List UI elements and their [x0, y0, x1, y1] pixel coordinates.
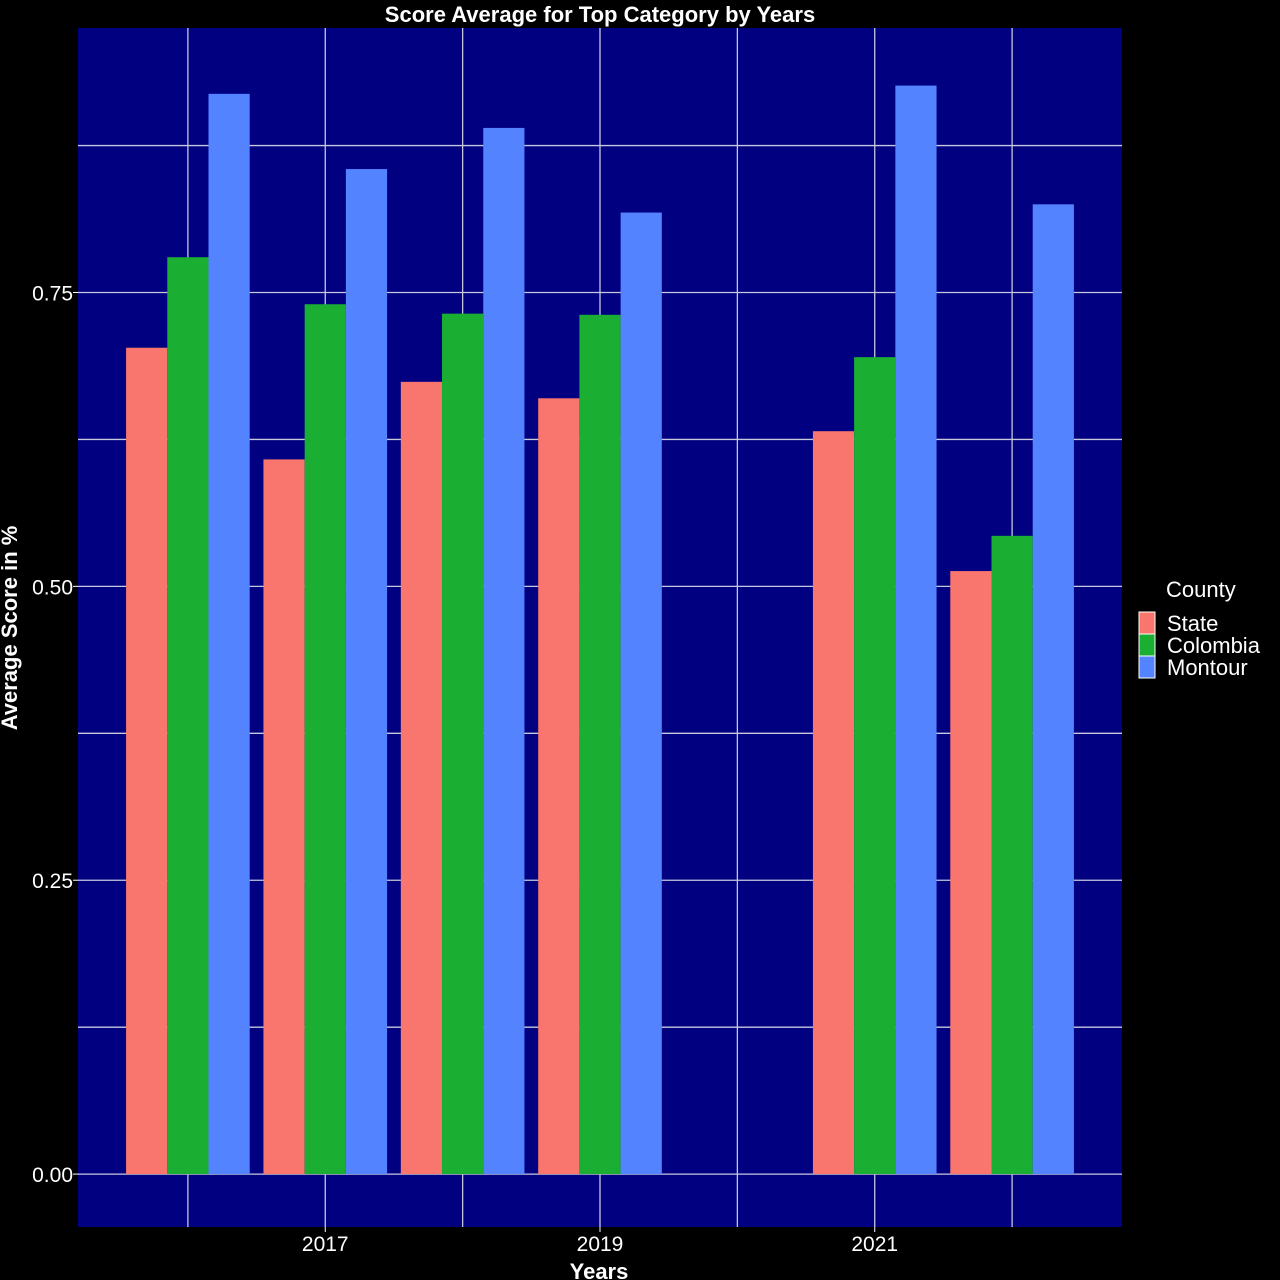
y-tick-label: 0.75	[32, 282, 73, 305]
bar-state-2022	[950, 571, 992, 1175]
bar-montour-2021	[895, 85, 937, 1175]
bar-montour-2019	[620, 212, 662, 1175]
bar-montour-2017	[345, 169, 388, 1175]
legend-key-montour	[1138, 655, 1156, 679]
x-tick-label: 2017	[302, 1233, 349, 1256]
bar-colombia-2016	[167, 257, 209, 1175]
bar-montour-2016	[208, 93, 250, 1175]
legend-label-state: State	[1167, 611, 1218, 636]
y-tick-label: 0.50	[32, 576, 73, 599]
bar-state-2021	[812, 431, 855, 1175]
x-tick-label: 2019	[577, 1233, 624, 1256]
bar-montour-2022	[1032, 204, 1074, 1175]
y-axis-ticks: 0.00 0.25 0.50 0.75	[32, 282, 78, 1187]
x-tick-label: 2021	[851, 1233, 898, 1256]
bar-colombia-2017	[304, 304, 346, 1175]
legend-label-colombia: Colombia	[1167, 633, 1261, 658]
legend-key-state	[1138, 611, 1156, 635]
legend-label-montour: Montour	[1167, 655, 1248, 680]
bars	[126, 85, 1074, 1175]
legend-key-colombia	[1138, 633, 1156, 657]
x-axis-ticks: 2017 2019 2021	[302, 1227, 898, 1256]
legend-title: County	[1166, 577, 1236, 602]
y-tick-label: 0.00	[32, 1164, 73, 1187]
bar-colombia-2022	[991, 535, 1033, 1175]
bar-colombia-2021	[854, 357, 896, 1175]
y-axis-title: Average Score in %	[0, 526, 22, 731]
x-axis-title: Years	[570, 1259, 629, 1280]
bar-state-2019	[538, 398, 580, 1175]
bar-colombia-2019	[579, 314, 621, 1175]
bar-colombia-2018	[442, 313, 484, 1175]
bar-state-2018	[400, 381, 443, 1175]
bar-state-2017	[263, 459, 305, 1175]
bar-montour-2018	[483, 127, 525, 1175]
bar-state-2016	[126, 347, 168, 1175]
y-tick-label: 0.25	[32, 870, 73, 893]
chart-title: Score Average for Top Category by Years	[385, 2, 815, 27]
